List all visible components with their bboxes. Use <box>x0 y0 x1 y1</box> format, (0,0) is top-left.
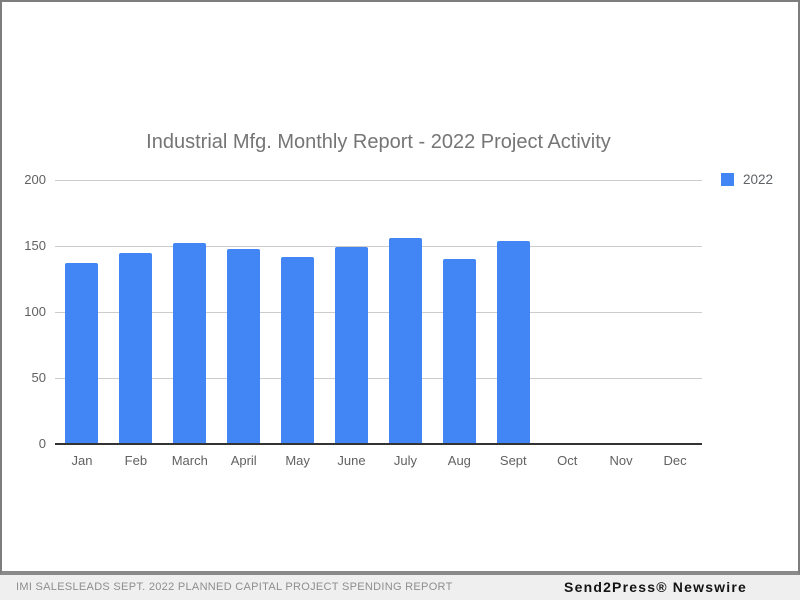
footer-caption: IMI SALESLEADS SEPT. 2022 PLANNED CAPITA… <box>16 581 453 593</box>
chart-card <box>0 0 800 575</box>
footer-bar: IMI SALESLEADS SEPT. 2022 PLANNED CAPITA… <box>0 575 800 600</box>
footer-brand-wordmark: Send2Press® Newswire <box>564 579 747 595</box>
legend-series-label: 2022 <box>743 172 774 187</box>
chart-legend: 2022 <box>721 172 773 187</box>
legend-series-swatch-icon <box>721 173 734 186</box>
chart-title: Industrial Mfg. Monthly Report - 2022 Pr… <box>146 131 611 153</box>
